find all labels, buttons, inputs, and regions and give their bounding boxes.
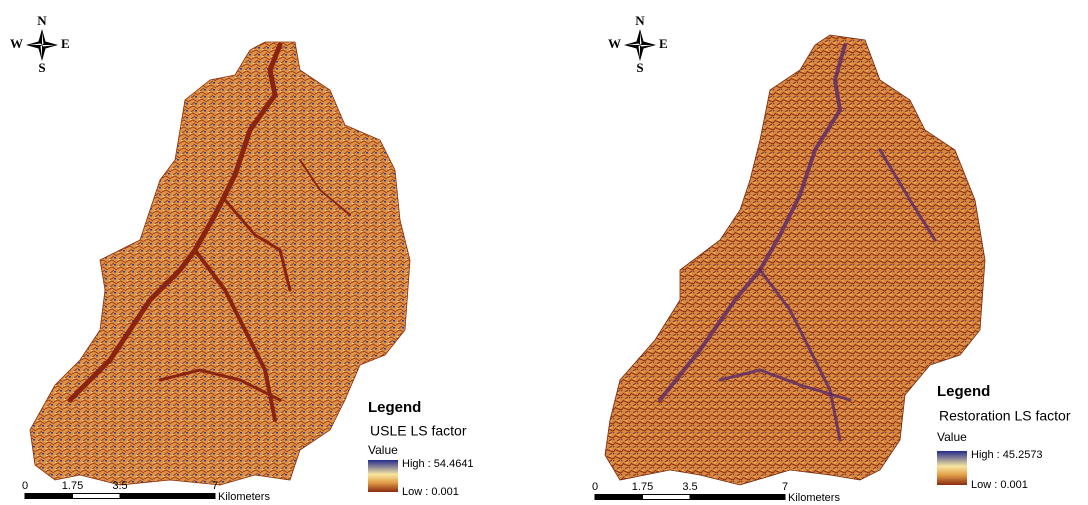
- north-arrow: N SW E: [608, 13, 668, 75]
- legend-field: Value: [368, 443, 398, 457]
- legend-title: Legend: [937, 383, 990, 400]
- legend-high: High : 54.4641: [402, 458, 474, 470]
- scale-segment: [595, 495, 643, 500]
- scale-segment: [25, 494, 73, 499]
- scale-segment: [120, 494, 215, 499]
- scale-label: 1.75: [632, 481, 653, 493]
- legend-field: Value: [937, 430, 967, 444]
- compass-n: N: [37, 13, 47, 28]
- scale-segment: [690, 495, 785, 500]
- watershed: [605, 35, 985, 485]
- compass-w: W: [608, 36, 621, 51]
- watershed: [30, 42, 410, 485]
- legend-ramp: [368, 460, 398, 492]
- legend-ramp: [937, 451, 967, 485]
- compass-s: S: [38, 60, 45, 75]
- compass-w: W: [10, 36, 23, 51]
- legend-low: Low : 0.001: [971, 479, 1028, 491]
- legend-low: Low : 0.001: [402, 486, 459, 498]
- legend-layer: Restoration LS factor: [939, 408, 1071, 424]
- scale-label: 1.75: [62, 480, 83, 492]
- compass-n: N: [635, 13, 645, 28]
- scale-label: 3.5: [682, 481, 697, 493]
- legend: Legend USLE LS factor Value High : 54.4641 L…: [368, 399, 474, 498]
- legend-layer: USLE LS factor: [370, 423, 467, 439]
- scale-unit: Kilometers: [218, 491, 270, 503]
- scale-label: 3.5: [112, 480, 127, 492]
- legend-high: High : 45.2573: [971, 449, 1043, 461]
- compass-s: S: [636, 60, 643, 75]
- scale-unit: Kilometers: [788, 492, 840, 504]
- scale-label: 0: [22, 480, 28, 492]
- compass-e: E: [659, 36, 668, 51]
- scale-label: 0: [592, 481, 598, 493]
- compass-e: E: [61, 36, 70, 51]
- north-arrow: N SW E: [10, 13, 70, 75]
- legend-title: Legend: [368, 399, 421, 416]
- scale-segment: [643, 495, 691, 500]
- scale-segment: [73, 494, 121, 499]
- map-figure: NSWELegendUSLE LS factorValueHigh : 54.4…: [0, 0, 1088, 505]
- legend: Legend Restoration LS factor Value High : 4…: [937, 383, 1071, 491]
